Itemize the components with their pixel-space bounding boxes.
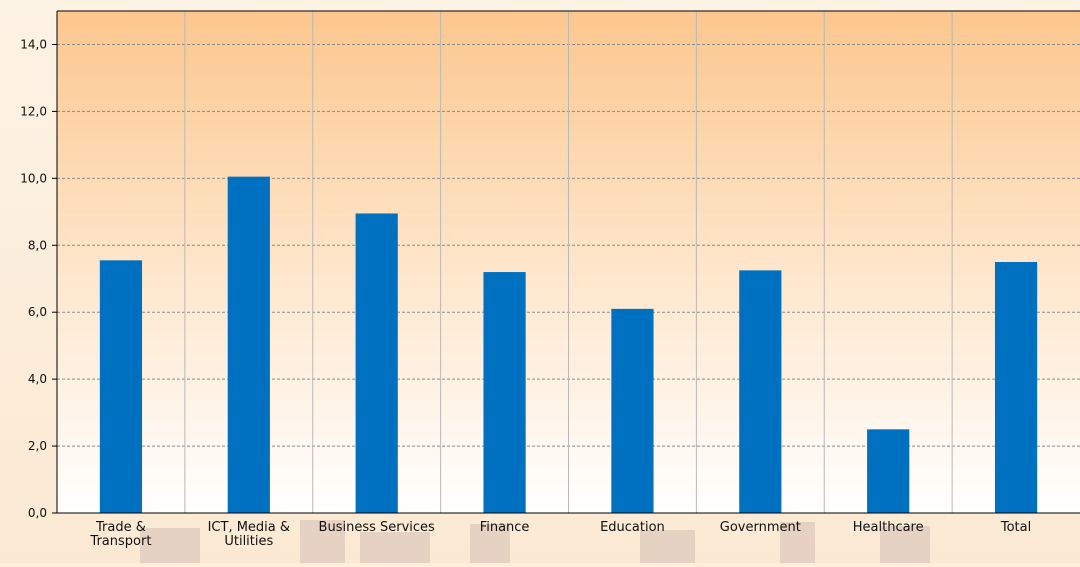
x-category-label: Education [600,520,665,535]
y-tick-label: 12,0 [20,104,47,118]
x-category-labels: Trade & Transport ICT, Media & Utilities Bus… [89,520,1031,549]
y-tick-labels: 0,0 2,0 4,0 6,0 8,0 10,0 12,0 14,0 [20,37,57,520]
y-tick-label: 2,0 [28,439,47,453]
bar [99,260,143,513]
decorative-skyline [140,520,930,563]
y-tick-label: 10,0 [20,171,47,185]
x-category-label: Business Services [319,520,436,535]
x-category-label: ICT, Media & Utilities [208,520,290,549]
y-tick-label: 8,0 [28,238,47,252]
y-tick-label: 0,0 [28,506,47,520]
bar [611,308,654,513]
bar [739,270,782,513]
x-category-label: Finance [480,520,530,535]
x-category-label: Trade & Transport [89,520,151,549]
bar [355,213,398,513]
bars [99,176,1038,513]
y-tick-label: 4,0 [28,372,47,386]
x-category-label: Healthcare [853,520,924,535]
bar [227,176,270,513]
x-category-label: Government [720,520,801,535]
y-tick-label: 14,0 [20,37,47,51]
x-category-label: Total [1000,520,1031,535]
bar [867,429,910,513]
y-tick-label: 6,0 [28,305,47,319]
bar [994,262,1038,513]
category-dividers [184,11,953,513]
bar [483,272,526,513]
